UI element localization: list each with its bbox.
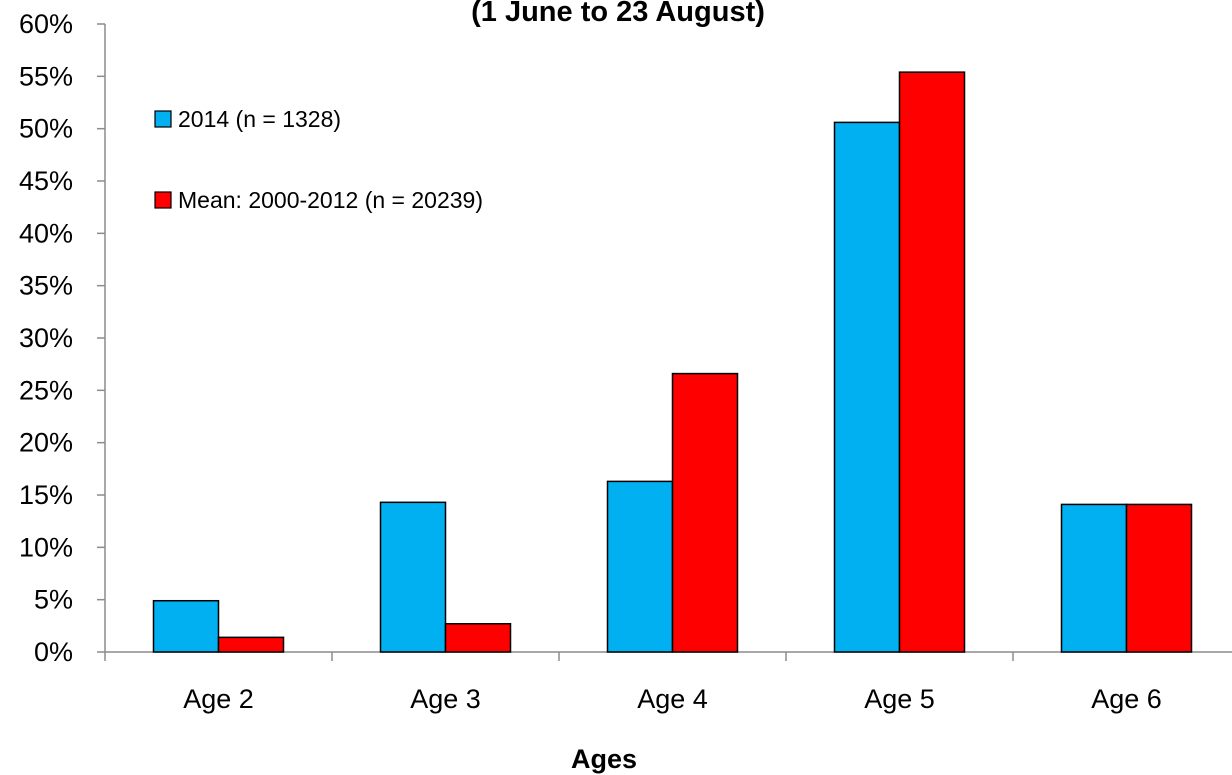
x-tick-label: Age 3 <box>410 684 481 714</box>
bar-series-1-age-4 <box>606 480 674 653</box>
y-tick-label: 10% <box>19 532 73 562</box>
y-tick-label: 55% <box>19 61 73 91</box>
y-tick-label: 15% <box>19 480 73 510</box>
y-tick-label: 50% <box>19 114 73 144</box>
bar-series-2-age-6 <box>1125 503 1193 653</box>
legend-label-1: 2014 (n = 1328) <box>178 106 341 132</box>
y-tick-label: 0% <box>34 637 73 667</box>
x-axis: Age 2 Age 3 Age 4 Age 5 Age 6 <box>104 651 1232 714</box>
legend-swatch-1 <box>154 110 172 128</box>
y-tick-label: 40% <box>19 218 73 248</box>
y-tick-label: 25% <box>19 375 73 405</box>
x-tick-label: Age 5 <box>864 684 935 714</box>
x-axis-label: Ages <box>571 744 637 774</box>
y-tick-label: 30% <box>19 323 73 353</box>
bar-series-1-age-6 <box>1060 503 1128 653</box>
bar-series-2-age-4 <box>671 372 739 653</box>
bar-series-2-age-3 <box>444 622 512 653</box>
y-tick-label: 5% <box>34 585 73 615</box>
x-tick-label: Age 2 <box>183 684 254 714</box>
y-tick-label: 60% <box>19 9 73 39</box>
y-tick-label: 35% <box>19 271 73 301</box>
x-tick-label: Age 4 <box>637 684 708 714</box>
x-tick-label: Age 6 <box>1091 684 1162 714</box>
y-tick-label: 20% <box>19 428 73 458</box>
y-tick-label: 45% <box>19 166 73 196</box>
bar-series-1-age-2 <box>152 599 220 653</box>
bar-series-2-age-5 <box>898 71 966 653</box>
chart-title: (1 June to 23 August) <box>471 0 765 28</box>
legend-swatch-2 <box>154 191 172 209</box>
legend-label-2: Mean: 2000-2012 (n = 20239) <box>178 187 483 213</box>
bar-series-1-age-5 <box>833 121 901 653</box>
bar-series-2-age-2 <box>217 636 285 653</box>
y-axis: 0% 5% 10% 15% 20% 25% 30% 35% 40% 45% 50% 55% 60% <box>19 9 106 667</box>
legend: 2014 (n = 1328) Mean: 2000-2012 (n = 2023… <box>154 106 483 213</box>
bar-series-1-age-3 <box>379 501 447 653</box>
bars-group <box>152 71 1193 653</box>
